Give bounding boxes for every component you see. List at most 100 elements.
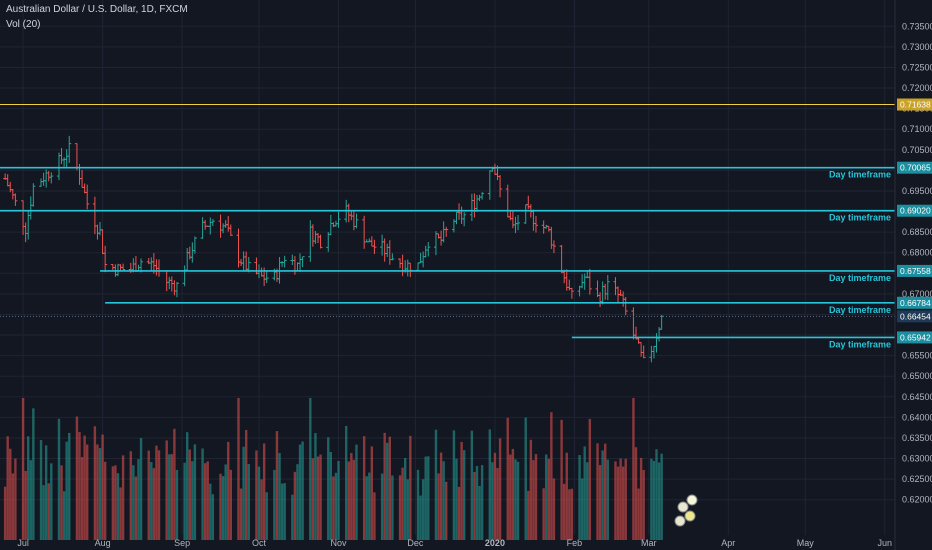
volume-bar [98, 448, 102, 540]
volume-bar [121, 455, 125, 540]
volume-bar [588, 418, 592, 540]
volume-bar [14, 458, 17, 540]
volume-bar [386, 442, 389, 540]
volume-bar [239, 488, 243, 540]
volume-bar [244, 429, 248, 540]
event-marker[interactable] [684, 510, 696, 522]
volume-bar [39, 440, 43, 540]
ohlc-bars [3, 135, 664, 363]
volume-bar [370, 446, 374, 540]
volume-bar [516, 461, 520, 540]
volume-bar [552, 478, 556, 540]
price-tick-label: 0.73000 [902, 42, 932, 52]
volume-bar [327, 437, 330, 540]
volume-bar [137, 459, 140, 540]
event-marker[interactable] [677, 501, 689, 513]
volume-bar [3, 486, 7, 540]
volume-bar [491, 462, 494, 540]
volume-bar [642, 469, 645, 540]
volume-bar [247, 464, 250, 540]
volume-bar [416, 469, 420, 540]
price-tick-label: 0.68000 [902, 248, 932, 258]
horizontal-levels: Day timeframe Day timeframe Day timeframe D… [0, 104, 895, 349]
volume-bar [219, 473, 222, 540]
volume-bar [293, 471, 297, 540]
volume-bar [173, 428, 176, 540]
price-tick-label: 0.71000 [902, 124, 932, 134]
price-tag-label: 0.70065 [900, 163, 931, 173]
volume-bar [29, 460, 32, 540]
last-price-tag [897, 310, 932, 323]
level-label: Day timeframe [829, 213, 891, 223]
volume-bar [509, 454, 512, 540]
price-tag-label: 0.66784 [900, 298, 931, 308]
volume-bar [188, 449, 191, 540]
volume-bar [362, 436, 366, 540]
volume-bars [3, 398, 663, 540]
volume-bar [255, 450, 258, 540]
volume-bar [614, 461, 617, 540]
volume-bar [442, 461, 445, 540]
volume-bar [150, 462, 153, 540]
volume-bar [604, 443, 607, 540]
volume-bar [655, 449, 658, 540]
volume-bar [355, 444, 358, 540]
volume-bar [201, 448, 204, 540]
time-tick-label: Apr [721, 538, 735, 548]
volume-bar [175, 469, 179, 540]
volume-bar [550, 412, 553, 540]
volume-bar [186, 432, 189, 540]
volume-indicator-label: Vol (20) [6, 19, 41, 30]
volume-bar [657, 462, 661, 540]
volume-bar [32, 408, 35, 540]
volume-bar [6, 436, 9, 540]
volume-bar [634, 447, 638, 540]
volume-bar [452, 430, 456, 540]
volume-bar [601, 450, 604, 540]
event-marker[interactable] [674, 515, 686, 527]
volume-bar [637, 488, 640, 540]
volume-bar [529, 439, 533, 540]
volume-bar [514, 459, 517, 540]
event-marker[interactable] [686, 494, 698, 506]
volume-bar [632, 398, 635, 540]
volume-bar [152, 468, 156, 540]
price-tag [897, 98, 932, 111]
price-tick-label: 0.68500 [902, 227, 932, 237]
price-tag-label: 0.69020 [900, 206, 931, 216]
volume-bar [132, 465, 135, 540]
volume-bar [85, 444, 89, 540]
volume-bar [498, 438, 502, 540]
price-tag-label: 0.71638 [900, 100, 931, 110]
volume-bar [329, 451, 333, 540]
volume-bar [298, 444, 302, 540]
volume-bar [532, 460, 535, 540]
volume-bar [419, 495, 422, 540]
last-price-label: 0.66454 [900, 311, 931, 321]
level-label: Day timeframe [829, 305, 891, 315]
volume-bar [262, 443, 266, 540]
volume-bar [42, 485, 45, 540]
volume-bar [296, 464, 299, 540]
volume-bar [347, 461, 350, 540]
volume-bar [460, 442, 463, 540]
volume-bar [203, 463, 207, 540]
price-tick-label: 0.63500 [902, 433, 932, 443]
volume-bar [60, 465, 63, 540]
volume-bar [206, 461, 209, 540]
volume-bar [27, 436, 30, 540]
volume-bar [606, 459, 609, 540]
volume-bar [165, 440, 168, 540]
volume-bar [319, 454, 322, 540]
time-tick-label: Nov [331, 538, 348, 548]
volume-bar [598, 465, 602, 540]
volume-bar [75, 416, 79, 540]
volume-bar [139, 438, 143, 540]
price-tick-label: 0.63000 [902, 454, 932, 464]
volume-bar [103, 461, 107, 540]
volume-bar [193, 444, 197, 540]
volume-bar [168, 454, 171, 540]
level-label: Day timeframe [829, 273, 891, 283]
event-markers[interactable] [674, 494, 698, 527]
